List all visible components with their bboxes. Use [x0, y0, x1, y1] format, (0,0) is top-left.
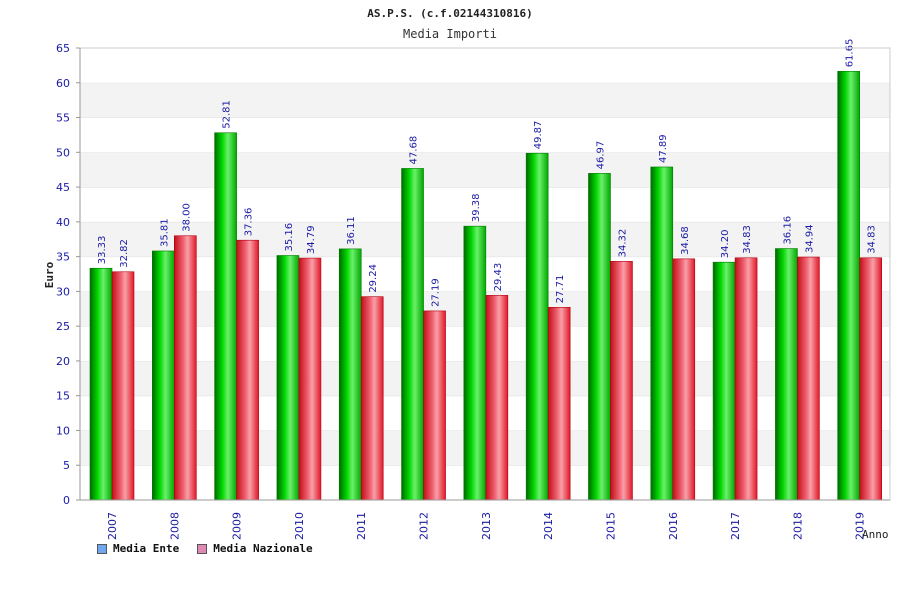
- y-axis-label: Euro: [43, 261, 56, 288]
- chart-subtitle: Media Importi: [403, 27, 497, 41]
- data-label: 34.68: [680, 226, 691, 255]
- legend-label-media-nazionale: Media Nazionale: [213, 542, 313, 555]
- data-label: 52.81: [222, 100, 233, 129]
- x-tick-label: 2014: [542, 512, 555, 540]
- bar-media-nazionale-2007: [111, 271, 135, 501]
- x-tick-label: 2019: [854, 512, 867, 540]
- x-tick-label: 2007: [106, 512, 119, 540]
- grid-band: [80, 117, 890, 153]
- x-tick-label: 2017: [729, 512, 742, 540]
- x-axis-label: Anno: [862, 528, 889, 541]
- y-tick-label: 55: [56, 112, 70, 125]
- bar-media-nazionale-2009: [236, 239, 259, 501]
- bar-media-nazionale-2012: [423, 310, 446, 501]
- bar-media-nazionale-2019: [859, 257, 882, 501]
- bar-media-ente-2016: [650, 166, 674, 501]
- grid-band: [80, 152, 890, 188]
- bar-media-ente-2010: [276, 255, 300, 501]
- x-tick-label: 2013: [480, 512, 493, 540]
- x-tick-label: 2015: [604, 512, 617, 540]
- data-label: 34.32: [617, 229, 628, 258]
- y-tick-label: 0: [63, 494, 70, 507]
- bar-media-nazionale-2014: [547, 307, 571, 501]
- y-axis-ticks: 0 5 10 15 20 25 30 35 40 45 50 55 60 65: [56, 42, 80, 507]
- x-tick-label: 2016: [667, 512, 680, 540]
- grid-band: [80, 48, 890, 83]
- bar-media-nazionale-2013: [485, 295, 509, 501]
- data-label: 32.82: [119, 239, 130, 268]
- data-label: 47.68: [409, 136, 420, 165]
- data-label: 27.19: [431, 278, 442, 307]
- bar-media-ente-2015: [588, 173, 611, 501]
- x-tick-label: 2010: [293, 512, 306, 540]
- bar-media-nazionale-2016: [672, 258, 696, 501]
- data-label: 33.33: [97, 236, 108, 265]
- data-label: 34.83: [867, 225, 878, 254]
- data-label: 39.38: [471, 194, 482, 223]
- y-tick-label: 5: [63, 459, 70, 472]
- data-label: 34.20: [720, 230, 731, 259]
- data-label: 34.79: [306, 225, 317, 254]
- y-tick-label: 35: [56, 251, 70, 264]
- x-tick-label: 2008: [168, 512, 181, 540]
- grid-band: [80, 187, 890, 222]
- y-tick-label: 60: [56, 77, 70, 90]
- bar-media-ente-2008: [152, 250, 175, 501]
- legend-item-media-nazionale: Media Nazionale: [197, 542, 313, 555]
- data-label: 36.11: [346, 216, 357, 245]
- x-tick-label: 2018: [791, 512, 804, 540]
- data-label: 34.94: [804, 224, 815, 253]
- x-tick-label: 2011: [355, 512, 368, 540]
- data-label: 27.71: [555, 275, 566, 304]
- y-tick-label: 15: [56, 390, 70, 403]
- x-tick-label: 2009: [231, 512, 244, 540]
- data-label: 38.00: [181, 203, 192, 232]
- legend-label-media-ente: Media Ente: [113, 542, 180, 555]
- y-tick-label: 40: [56, 216, 70, 229]
- legend-item-media-ente: Media Ente: [97, 542, 179, 555]
- bar-media-nazionale-2011: [360, 296, 384, 501]
- bar-media-nazionale-2008: [174, 235, 197, 501]
- y-tick-label: 30: [56, 285, 70, 298]
- data-label: 61.65: [845, 39, 856, 68]
- y-tick-label: 25: [56, 320, 70, 333]
- y-tick-label: 10: [56, 424, 70, 437]
- bar-media-ente-2017: [712, 261, 736, 501]
- bar-media-ente-2018: [775, 248, 798, 501]
- data-label: 35.81: [159, 218, 170, 247]
- bar-media-ente-2012: [401, 168, 424, 501]
- bar-media-nazionale-2017: [734, 257, 758, 501]
- bar-media-ente-2007: [89, 267, 113, 501]
- data-label: 37.36: [244, 208, 255, 237]
- data-label: 29.43: [493, 263, 504, 292]
- y-tick-label: 45: [56, 181, 70, 194]
- x-tick-label: 2012: [418, 512, 431, 540]
- data-label: 47.89: [658, 134, 669, 163]
- y-tick-label: 65: [56, 42, 70, 55]
- x-axis-ticks: 2007 2008 2009 2010 2011 2012 2013 2014 2015 2016…: [106, 512, 867, 540]
- bar-media-ente-2009: [214, 132, 237, 501]
- y-tick-label: 20: [56, 355, 70, 368]
- bar-media-nazionale-2010: [298, 257, 322, 501]
- bar-media-ente-2013: [463, 225, 487, 501]
- legend: Media Ente Media Nazionale: [97, 542, 313, 555]
- data-label: 35.16: [284, 223, 295, 252]
- legend-swatch-media-ente: [97, 543, 107, 554]
- bar-media-nazionale-2015: [610, 261, 633, 501]
- y-tick-label: 50: [56, 146, 70, 159]
- bar-media-ente-2011: [338, 248, 362, 501]
- bar-media-ente-2019: [837, 70, 860, 501]
- bar-media-ente-2014: [525, 152, 549, 501]
- data-labels: 33.33 32.82 35.81 38.00 52.81 37.36 35.16 34.79…: [97, 39, 878, 307]
- chart-title: AS.P.S. (c.f.02144310816): [367, 7, 533, 20]
- bar-media-nazionale-2018: [797, 256, 820, 501]
- data-label: 46.97: [595, 141, 606, 170]
- data-label: 49.87: [533, 121, 544, 150]
- grid-band: [80, 82, 890, 118]
- data-label: 34.83: [742, 225, 753, 254]
- legend-swatch-media-nazionale: [197, 543, 208, 554]
- data-label: 29.24: [368, 264, 379, 293]
- data-label: 36.16: [782, 216, 793, 245]
